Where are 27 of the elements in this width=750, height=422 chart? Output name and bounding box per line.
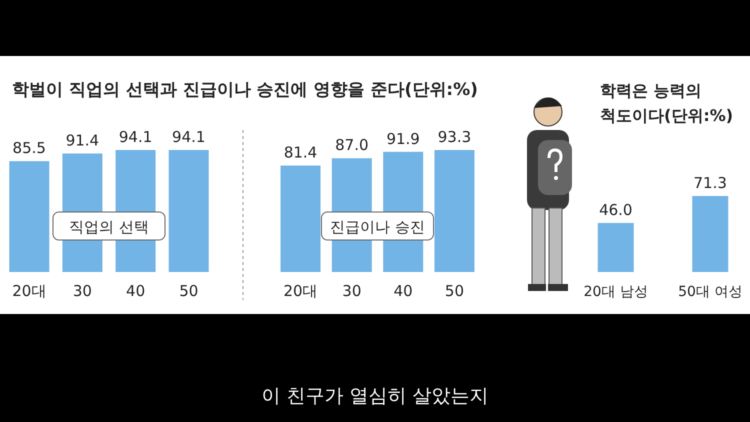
- x-tick-label: 30: [342, 282, 362, 300]
- data-label: 81.4: [284, 144, 318, 162]
- text: 이 친구가 열심히 살았는지: [261, 385, 489, 407]
- x-tick-label: 50대 여성: [678, 284, 742, 300]
- x-tick-label: 40: [394, 282, 413, 300]
- bar: [434, 150, 474, 272]
- x-tick-label: 50: [444, 282, 464, 300]
- chart-title: 학벌이 직업의 선택과 진급이나 승진에 영향을 준다(단위:%): [12, 80, 478, 100]
- x-tick-label: 20대: [12, 282, 46, 300]
- series-label: 직업의 선택: [69, 218, 149, 236]
- data-label: 71.3: [694, 174, 727, 192]
- x-tick-label: 40: [126, 282, 146, 300]
- chart-title: 학력은 능력의 척도이다(단위:%): [600, 81, 734, 125]
- data-label: 91.4: [66, 132, 100, 150]
- series-label: 진급이나 승진: [330, 218, 425, 236]
- data-label: 94.1: [118, 128, 152, 146]
- data-label: 85.5: [12, 139, 46, 158]
- x-tick-label: 20대: [283, 282, 318, 300]
- bar: [280, 166, 321, 272]
- data-label: 87.0: [335, 136, 369, 154]
- data-label: 93.3: [438, 128, 472, 146]
- x-tick-label: 30: [72, 282, 92, 300]
- data-label: 46.0: [599, 200, 632, 219]
- x-tick-label: 50: [179, 282, 198, 300]
- data-label: 91.9: [386, 130, 420, 148]
- data-label: 94.1: [172, 128, 206, 146]
- x-tick-label: 20대 남성: [584, 284, 648, 300]
